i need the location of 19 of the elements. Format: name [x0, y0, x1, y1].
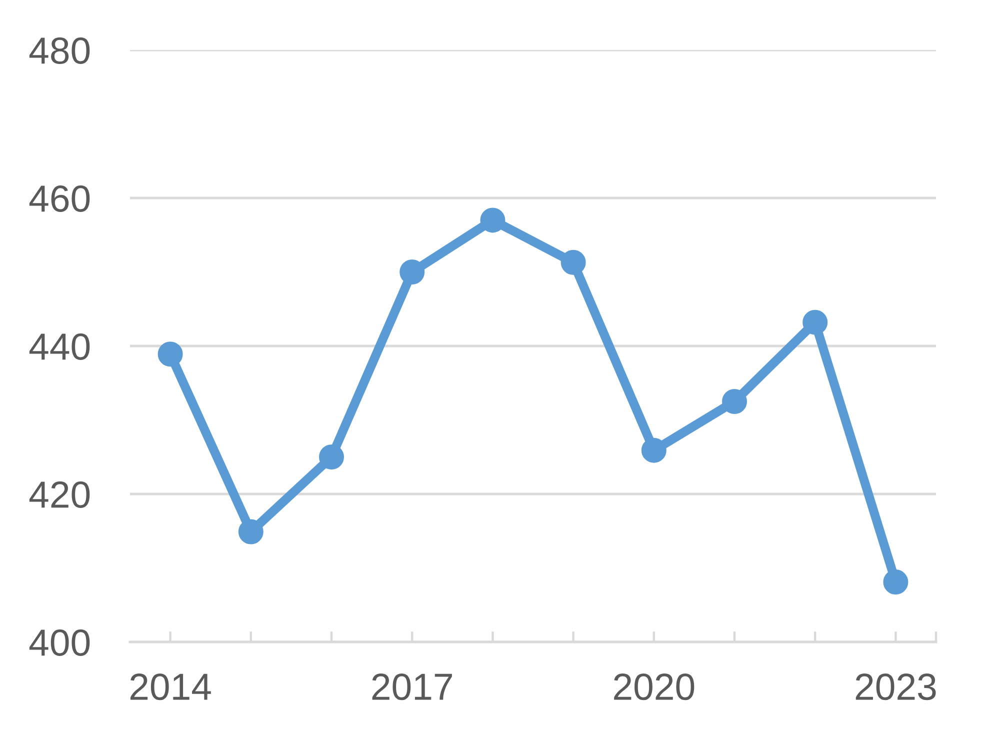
point	[238, 519, 264, 544]
point	[641, 438, 666, 463]
y-tick-label: 400	[29, 629, 90, 656]
point	[480, 208, 506, 233]
x-tick-label: 2020	[614, 674, 694, 700]
y-tick-label: 460	[29, 185, 90, 212]
point	[400, 260, 425, 284]
point	[319, 444, 344, 470]
y-tick-label: 480	[29, 37, 90, 64]
y-tick-label: 420	[29, 481, 90, 508]
point	[158, 342, 183, 367]
y-tick-label: 440	[29, 333, 90, 360]
x-tick-label: 2023	[856, 674, 936, 700]
point	[883, 570, 908, 595]
point	[802, 310, 828, 335]
point	[560, 250, 586, 275]
x-tick-label: 2017	[372, 674, 452, 700]
point	[722, 389, 747, 414]
x-tick-label: 2014	[130, 674, 211, 700]
